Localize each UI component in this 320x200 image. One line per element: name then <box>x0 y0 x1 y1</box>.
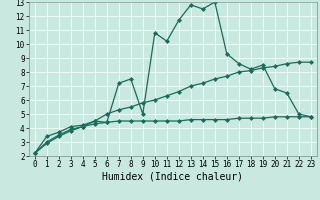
X-axis label: Humidex (Indice chaleur): Humidex (Indice chaleur) <box>102 172 243 182</box>
